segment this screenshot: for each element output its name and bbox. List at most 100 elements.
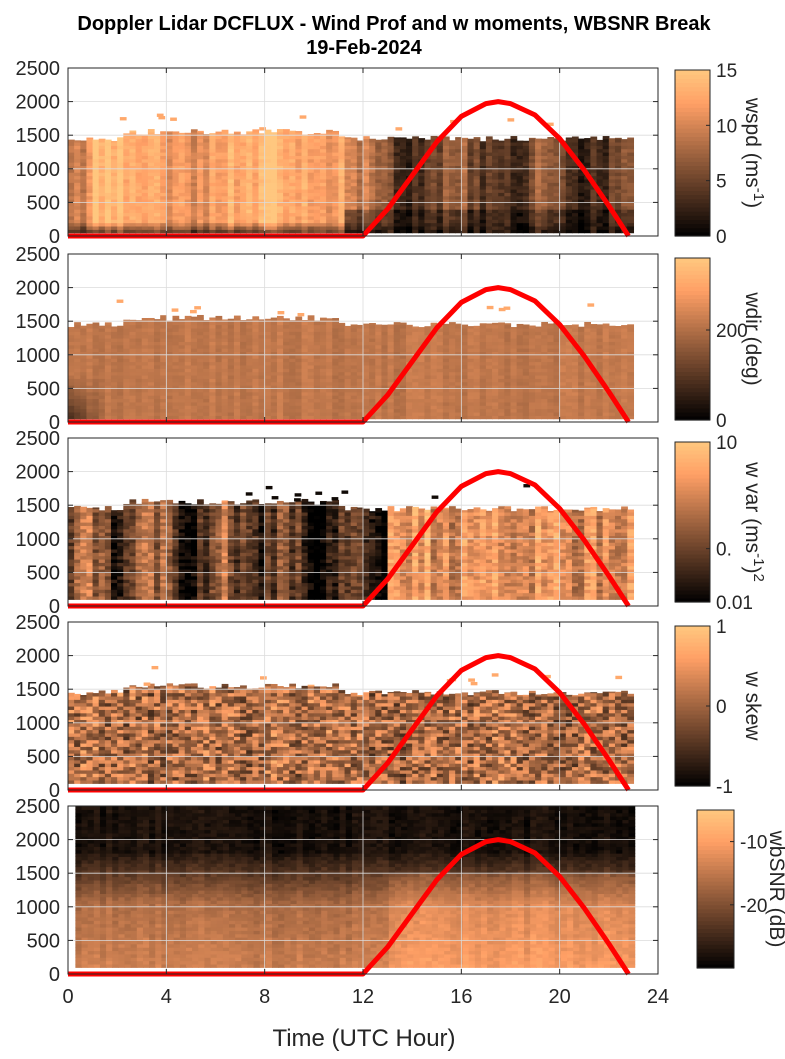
heatmap-cell <box>363 136 370 139</box>
colorbar-swatch <box>675 107 710 112</box>
heatmap-cell <box>332 131 339 132</box>
heatmap-cell <box>507 118 514 121</box>
heatmap-cell <box>345 137 352 139</box>
heatmap-cell <box>105 140 112 143</box>
heatmap-cell <box>547 137 554 139</box>
heatmap-cell <box>234 316 241 319</box>
colorbar-swatch <box>675 190 710 195</box>
colorbar-swatch <box>675 149 710 154</box>
heatmap-cell <box>160 131 167 132</box>
heatmap-cell <box>511 327 518 328</box>
heatmap-cell <box>400 137 407 139</box>
colorbar-swatch <box>675 87 710 92</box>
heatmap-cell <box>511 136 518 139</box>
y-tick-label: 2500 <box>16 58 61 80</box>
heatmap-cell <box>467 326 474 328</box>
heatmap-cell <box>148 129 155 132</box>
y-tick-label: 1000 <box>16 159 61 181</box>
heatmap-cell <box>271 318 278 319</box>
heatmap-cell <box>80 326 87 329</box>
colorbar-swatch <box>675 207 710 212</box>
heatmap-cell <box>277 316 284 319</box>
heatmap-cell <box>93 323 100 326</box>
heatmap-cell <box>406 325 413 329</box>
colorbar-swatch <box>675 157 710 162</box>
heatmap-cell <box>246 131 253 132</box>
heatmap-cell <box>394 322 401 325</box>
heatmap-cell <box>498 141 505 143</box>
heatmap-cell <box>486 323 493 325</box>
heatmap-cell <box>216 316 223 319</box>
heatmap-cell <box>283 129 290 132</box>
colorbar-swatch <box>675 145 710 150</box>
colorbar-tick-label: 10 <box>716 116 737 137</box>
heatmap-cell <box>418 138 425 139</box>
heatmap-cell <box>418 327 425 328</box>
colorbar-swatch <box>675 141 710 146</box>
heatmap-cell <box>504 323 511 325</box>
heatmap-cell <box>300 115 307 118</box>
heatmap-cell <box>381 139 388 142</box>
colorbar-swatch <box>675 186 710 191</box>
heatmap-cell <box>160 315 167 318</box>
heatmap-cell <box>99 326 106 329</box>
heatmap-cell <box>252 316 259 318</box>
heatmap-cell <box>111 141 118 143</box>
heatmap-cell <box>234 132 241 133</box>
colorbar-tick-label: 5 <box>716 172 727 193</box>
colorbar-label-main: wspd (ms <box>741 97 764 188</box>
colorbar-swatch <box>675 224 710 229</box>
heatmap-cell <box>424 326 431 328</box>
colorbar-swatch <box>675 153 710 158</box>
heatmap-cell <box>375 324 382 325</box>
heatmap-cell <box>517 141 524 143</box>
heatmap-cell <box>357 325 364 329</box>
colorbar-swatch <box>675 128 710 133</box>
heatmap-cell <box>68 140 75 143</box>
colorbar-swatch <box>675 112 710 117</box>
heatmap-cell <box>166 131 173 132</box>
heatmap-cell <box>424 140 431 143</box>
heatmap-cell <box>621 139 628 142</box>
colorbar-swatch <box>675 132 710 137</box>
heatmap-cell <box>209 318 216 319</box>
heatmap-cell <box>369 139 376 143</box>
heatmap-cell <box>172 316 179 319</box>
heatmap-cell <box>86 138 93 140</box>
heatmap-cell <box>504 139 511 143</box>
y-tick-label: 500 <box>27 192 60 214</box>
heatmap-cell <box>381 325 388 329</box>
heatmap-cell <box>394 137 401 139</box>
heatmap-cell <box>357 141 364 143</box>
heatmap-cell <box>117 326 124 329</box>
heatmap-cell <box>400 323 407 326</box>
heatmap-cell <box>584 138 591 139</box>
colorbar-label-sup: -1 <box>751 188 768 201</box>
heatmap-cell <box>74 140 81 142</box>
colorbar-swatch <box>675 219 710 224</box>
heatmap-cell <box>120 117 127 120</box>
colorbar-swatch <box>675 78 710 83</box>
heatmap-cell <box>461 325 468 329</box>
colorbar-label: wspd (ms-1) <box>741 97 768 208</box>
heatmap-cell <box>523 141 530 143</box>
heatmap-cell <box>412 136 419 139</box>
heatmap-cell <box>615 138 622 139</box>
colorbar-swatch <box>675 103 710 108</box>
colorbar-swatch <box>675 95 710 100</box>
heatmap-cell <box>590 137 597 140</box>
heatmap-cell <box>222 130 229 133</box>
heatmap-cell <box>486 136 493 139</box>
colorbar-swatch <box>675 174 710 179</box>
heatmap-cell <box>395 127 402 130</box>
heatmap-cell <box>338 323 345 325</box>
heatmap-cell <box>388 324 395 325</box>
heatmap-cell <box>529 138 536 139</box>
heatmap-cell <box>191 317 198 319</box>
figure-title-line2: 19-Feb-2024 <box>306 37 422 59</box>
heatmap-cell <box>129 131 136 133</box>
heatmap-cell <box>74 322 81 325</box>
